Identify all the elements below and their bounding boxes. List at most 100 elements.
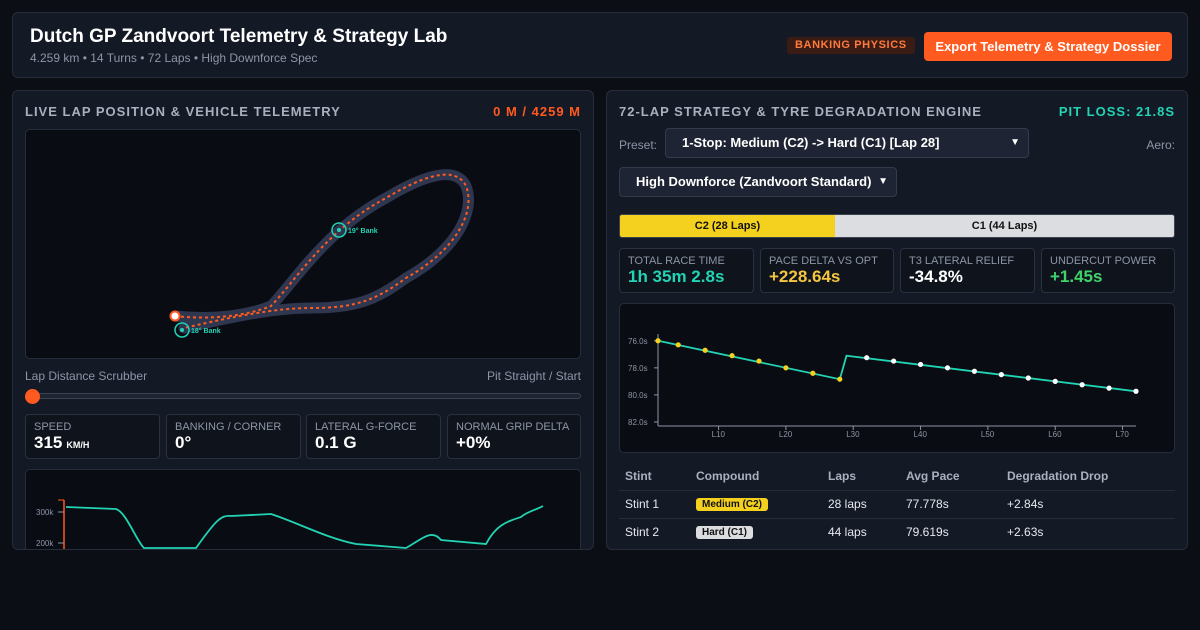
lap-time-point [864, 355, 870, 361]
speed-trace-chart: 300k 200k [25, 469, 581, 549]
grip-delta-metric: NORMAL GRIP DELTA +0% [447, 414, 581, 459]
metric-label: UNDERCUT POWER [1050, 255, 1157, 267]
lap-time-point [702, 347, 708, 353]
lap-time-point [1052, 378, 1058, 384]
speed-trace-svg: 300k 200k [36, 499, 544, 549]
metric-label: SPEED [34, 421, 72, 433]
compound-badge: Hard (C1) [696, 526, 754, 539]
metric-value: 0° [175, 433, 192, 452]
metric-value: 1h 35m 2.8s [628, 267, 725, 286]
banking-metric: BANKING / CORNER 0° [166, 414, 301, 459]
table-cell-drop: +2.84s [1007, 497, 1044, 511]
lap-time-point [837, 376, 843, 382]
x-tick-label: L40 [914, 430, 928, 439]
scrubber-label: Lap Distance Scrubber [25, 369, 148, 383]
y-tick-label: 78.0s [628, 364, 648, 373]
table-cell-compound: Hard (C1) [696, 524, 754, 539]
pit-loss-readout: PIT LOSS: 21.8S [1058, 104, 1175, 119]
table-cell-avg-pace: 77.778s [906, 497, 949, 511]
strategy-panel-title: 72-LAP STRATEGY & TYRE DEGRADATION ENGIN… [619, 104, 982, 119]
y-tick-label: 80.0s [628, 391, 648, 400]
lap-time-point [944, 365, 951, 371]
y-tick-label: 82.0s [628, 418, 648, 427]
lap-time-point [971, 368, 978, 374]
lap-time-point [675, 342, 681, 348]
metric-label: NORMAL GRIP DELTA [456, 421, 570, 433]
aero-select-value: High Downforce (Zandvoort Standard) [636, 174, 872, 189]
lap-time-point [783, 365, 789, 371]
lap-distance-slider-thumb[interactable] [25, 389, 40, 404]
aero-label: Aero: [1146, 138, 1175, 152]
lap-time-point [998, 372, 1004, 378]
table-cell-stint: Stint 2 [625, 525, 660, 539]
telemetry-panel: LIVE LAP POSITION & VEHICLE TELEMETRY 0 … [12, 90, 594, 550]
metric-value: +228.64s [769, 267, 841, 286]
lap-time-point [1079, 382, 1085, 388]
svg-text:18° Bank: 18° Bank [191, 327, 221, 335]
speed-tick: 200k [36, 539, 54, 548]
y-tick-label: 76.0s [628, 337, 648, 346]
track-map: 19° Bank 18° Bank [25, 129, 581, 359]
strategy-panel: 72-LAP STRATEGY & TYRE DEGRADATION ENGIN… [606, 90, 1188, 550]
track-outline [169, 169, 474, 334]
metric-value: +1.45s [1050, 267, 1103, 286]
metric-value: -34.8% [909, 267, 963, 286]
table-cell-avg-pace: 79.619s [906, 525, 949, 539]
svg-text:19° Bank: 19° Bank [348, 227, 378, 235]
car-position-marker [169, 310, 181, 322]
degradation-chart-svg: 76.0s 78.0s 80.0s 82.0s L10 L20 L30 L40 L50 L60 L7… [628, 334, 1139, 439]
x-tick-label: L70 [1116, 430, 1130, 439]
bank-marker-1: 19° Bank [331, 222, 378, 238]
preset-select-value: 1-Stop: Medium (C2) -> Hard (C1) [Lap 28… [682, 135, 940, 150]
bank-marker-2: 18° Bank [174, 322, 221, 338]
speed-metric: SPEED 315 KM/H [25, 414, 160, 459]
racing-line [174, 173, 470, 329]
table-header: Avg Pace [906, 469, 960, 483]
metric-label: TOTAL RACE TIME [628, 255, 725, 267]
metric-label: BANKING / CORNER [175, 421, 282, 433]
lap-time-point [729, 353, 735, 359]
stint-timeline-bar: C2 (28 Laps) C1 (44 Laps) [619, 214, 1175, 238]
chevron-down-icon: ▼ [878, 176, 888, 187]
lap-position-readout: 0 M / 4259 M [493, 104, 581, 119]
table-header: Degradation Drop [1007, 469, 1109, 483]
degradation-chart: 76.0s 78.0s 80.0s 82.0s L10 L20 L30 L40 L50 L60 L7… [619, 303, 1175, 453]
metric-value: 315 KM/H [34, 433, 90, 452]
table-cell-stint: Stint 1 [625, 497, 660, 511]
table-header: Compound [696, 469, 760, 483]
banking-physics-badge: BANKING PHYSICS [787, 37, 915, 54]
preset-label: Preset: [619, 138, 658, 152]
table-header: Laps [828, 469, 857, 483]
x-tick-label: L30 [846, 430, 860, 439]
export-dossier-button[interactable]: Export Telemetry & Strategy Dossier [924, 32, 1172, 61]
x-tick-label: L10 [712, 430, 726, 439]
metric-value: 0.1 G [315, 433, 357, 452]
x-tick-label: L50 [981, 430, 995, 439]
lap-time-point [917, 361, 924, 368]
lap-time-point [810, 370, 816, 376]
table-cell-laps: 44 laps [828, 525, 867, 539]
page-subtitle: 4.259 km • 14 Turns • 72 Laps • High Dow… [30, 51, 318, 65]
metric-value: +0% [456, 433, 491, 452]
lap-time-point [756, 358, 762, 364]
aero-select[interactable]: High Downforce (Zandvoort Standard) ▼ [619, 167, 897, 197]
chevron-down-icon: ▼ [1010, 137, 1020, 148]
lap-time-point [891, 358, 897, 364]
lap-time-point [1106, 385, 1112, 391]
lap-distance-slider[interactable] [33, 393, 581, 399]
metric-label: LATERAL G-FORCE [315, 421, 417, 433]
lap-time-point [1025, 375, 1031, 381]
undercut-power-kpi: UNDERCUT POWER +1.45s [1041, 248, 1175, 293]
telemetry-panel-title: LIVE LAP POSITION & VEHICLE TELEMETRY [25, 104, 341, 119]
speed-trace-line [65, 505, 544, 549]
speed-tick: 300k [36, 508, 54, 517]
stint-segment-c1: C1 (44 Laps) [835, 215, 1174, 237]
table-cell-laps: 28 laps [828, 497, 867, 511]
total-race-time-kpi: TOTAL RACE TIME 1h 35m 2.8s [619, 248, 754, 293]
app-header: Dutch GP Zandvoort Telemetry & Strategy … [12, 12, 1188, 78]
x-tick-label: L20 [779, 430, 793, 439]
preset-select[interactable]: 1-Stop: Medium (C2) -> Hard (C1) [Lap 28… [665, 128, 1029, 158]
x-tick-label: L60 [1048, 430, 1062, 439]
lap-time-point [655, 338, 661, 344]
metric-label: PACE DELTA VS OPT [769, 255, 878, 267]
